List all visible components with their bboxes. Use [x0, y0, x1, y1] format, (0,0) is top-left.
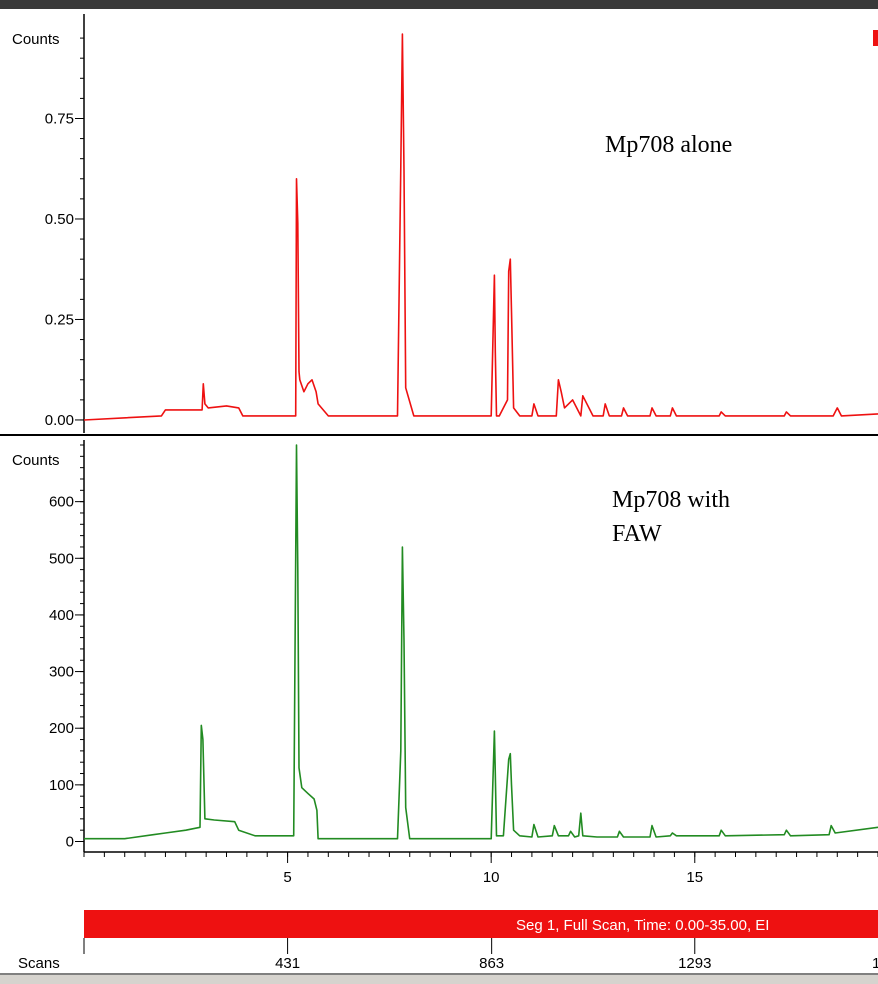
bottom-panel-annotation-line-2: FAW	[612, 521, 662, 547]
top-panel-ylabel: Counts	[12, 31, 60, 48]
scans-axis-tick-label: 1293	[678, 955, 711, 972]
top-frame-bar	[0, 0, 878, 9]
bottom-y-tick-label: 500	[49, 550, 74, 567]
bottom-y-tick-label: 0	[66, 834, 74, 851]
segment-bar-text: Seg 1, Full Scan, Time: 0.00-35.00, EI	[516, 917, 769, 934]
time-axis-ticks: 5 10 15	[83, 852, 878, 886]
top-panel-plot	[83, 33, 878, 421]
bottom-y-tick-label: 100	[49, 777, 74, 794]
bottom-panel-plot	[84, 444, 878, 840]
scans-axis-tick-label: 431	[275, 955, 300, 972]
bottom-panel-series-line	[84, 444, 878, 840]
bottom-panel-ylabel: Counts	[12, 452, 60, 469]
top-panel-annotation: Mp708 alone	[605, 132, 732, 158]
bottom-y-tick-label: 200	[49, 720, 74, 737]
scans-axis-ticks: 431 863 1293	[275, 938, 711, 972]
top-y-tick-label: 0.75	[45, 110, 74, 127]
top-panel-series-line	[83, 33, 878, 421]
segment-bar[interactable]	[84, 910, 878, 938]
legend-marker	[873, 30, 878, 46]
bottom-panel-annotation-line-1: Mp708 with	[612, 487, 730, 513]
scans-axis-tick-label: 863	[479, 955, 504, 972]
top-y-tick-label: 0.00	[45, 412, 74, 429]
time-axis-tick-label: 5	[283, 869, 291, 886]
top-panel-y-ticks: 0.00 0.25 0.50 0.75	[45, 37, 84, 429]
bottom-y-tick-label: 400	[49, 607, 74, 624]
top-y-tick-label: 0.25	[45, 311, 74, 328]
bottom-y-tick-label: 600	[49, 494, 74, 511]
bottom-frame-bar	[0, 974, 878, 984]
top-y-tick-label: 0.50	[45, 211, 74, 228]
time-axis-tick-label: 15	[686, 869, 703, 886]
scans-label: Scans	[18, 955, 60, 972]
time-axis-tick-label: 10	[483, 869, 500, 886]
scans-trailing-label: 1	[872, 955, 878, 972]
bottom-panel-y-ticks: 0 100 200 300 400 500 600	[49, 444, 84, 851]
bottom-y-tick-label: 300	[49, 664, 74, 681]
